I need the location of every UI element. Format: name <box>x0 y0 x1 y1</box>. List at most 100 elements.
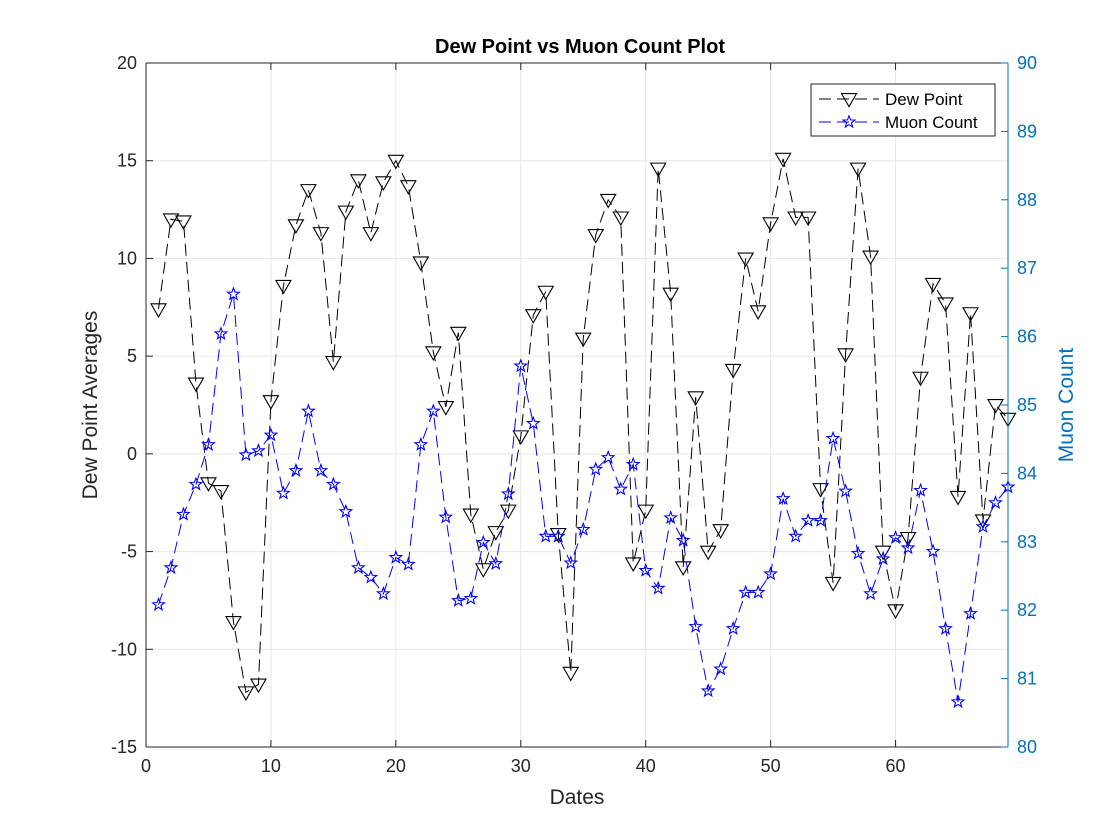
dew-point-marker <box>499 504 517 520</box>
muon-count-marker <box>463 590 479 605</box>
legend: Dew Point Muon Count <box>810 83 996 137</box>
x-tick-label: 20 <box>386 756 406 776</box>
left-y-tick-label: 10 <box>117 248 137 268</box>
plot-area <box>146 63 1008 747</box>
right-y-tick-label: 87 <box>1017 258 1037 278</box>
axes: 0 10 20 30 40 50 60 -15 -10 -5 0 5 10 15 20 80 81 82 83 84 8… <box>111 53 1037 776</box>
muon-count-marker <box>475 534 491 549</box>
x-tick-label: 10 <box>261 756 281 776</box>
dew-point-marker <box>162 213 180 229</box>
muon-count-marker <box>663 510 679 525</box>
muon-count-marker <box>400 556 416 571</box>
dew-point-marker <box>337 205 355 221</box>
dew-point-marker <box>912 371 930 387</box>
dew-point-marker <box>712 524 730 539</box>
right-y-tick-label: 86 <box>1017 327 1037 347</box>
legend-item-dew-point: Dew Point <box>819 90 963 109</box>
muon-count-marker <box>338 503 354 518</box>
dew-point-marker <box>262 395 280 410</box>
dew-point-marker <box>574 332 592 348</box>
dew-point-marker <box>512 430 530 446</box>
dew-point-marker <box>974 514 992 530</box>
dew-point-marker <box>424 346 442 361</box>
dew-point-marker <box>624 557 642 573</box>
dew-point-marker <box>200 477 217 492</box>
muon-count-marker <box>925 543 941 558</box>
muon-count-marker <box>450 592 466 607</box>
muon-count-marker <box>151 596 166 612</box>
muon-count-marker <box>638 562 654 577</box>
left-y-tick-label: -5 <box>121 542 137 562</box>
right-y-tick-label: 84 <box>1017 463 1037 483</box>
dew-point-marker <box>249 678 267 694</box>
left-y-tick-label: -10 <box>111 639 137 659</box>
muon-count-line <box>158 294 1009 702</box>
muon-count-marker <box>226 286 241 301</box>
legend-box <box>810 83 996 137</box>
muon-count-marker <box>963 605 978 620</box>
right-y-axis-label: Muon Count <box>1055 348 1078 463</box>
dew-point-marker <box>449 326 467 342</box>
muon-count-marker <box>913 482 928 497</box>
right-y-tick-label: 90 <box>1017 53 1037 73</box>
dew-point-marker <box>312 227 330 242</box>
muon-count-marker <box>201 436 216 451</box>
dew-point-marker <box>737 252 755 268</box>
dew-point-marker <box>587 229 605 244</box>
muon-count-marker <box>263 427 279 442</box>
dew-point-marker <box>274 279 292 295</box>
x-tick-label: 60 <box>886 756 906 776</box>
muon-count-marker <box>288 462 304 477</box>
right-y-tick-label: 80 <box>1017 737 1037 757</box>
muon-count-marker <box>600 449 616 464</box>
x-tick-label: 40 <box>636 756 656 776</box>
dew-point-marker <box>962 307 979 322</box>
dew-point-marker <box>840 93 858 108</box>
dew-point-marker <box>462 508 480 524</box>
legend-label: Muon Count <box>885 113 978 132</box>
left-y-axis-label: Dew Point Averages <box>79 311 102 500</box>
series-layer <box>150 152 1017 709</box>
dew-point-marker <box>524 309 542 324</box>
dew-point-marker <box>987 399 1004 414</box>
muon-count-marker <box>238 447 254 462</box>
legend-label: Dew Point <box>885 90 963 109</box>
dew-point-marker <box>237 686 255 702</box>
dew-point-marker <box>837 348 855 363</box>
muon-count-marker <box>700 683 716 698</box>
grid <box>146 63 1008 747</box>
dew-point-marker <box>175 215 192 231</box>
dew-point-marker <box>849 162 867 178</box>
dew-point-marker <box>412 256 430 272</box>
muon-count-marker <box>550 528 566 543</box>
right-y-tick-label: 88 <box>1017 190 1037 210</box>
muon-count-marker <box>251 443 266 458</box>
muon-count-marker <box>650 580 666 595</box>
dew-point-marker <box>150 303 167 318</box>
dew-point-marker <box>362 227 380 242</box>
dew-point-marker <box>924 277 942 293</box>
muon-count-marker <box>938 620 953 635</box>
muon-count-marker <box>625 456 641 471</box>
left-y-tick-label: 5 <box>127 346 137 366</box>
dew-point-marker <box>899 531 917 547</box>
muon-count-marker <box>176 506 191 521</box>
dew-point-marker <box>287 219 305 234</box>
muon-count-marker <box>841 114 857 129</box>
muon-count-marker <box>850 545 866 560</box>
dew-point-marker <box>862 250 880 266</box>
muon-count-marker <box>688 618 704 633</box>
dew-point-marker <box>887 604 905 619</box>
dew-point-marker <box>824 576 842 592</box>
dew-point-line <box>157 158 1009 694</box>
dew-point-marker <box>612 211 630 227</box>
muon-count-marker <box>788 528 804 543</box>
dew-point-marker <box>374 176 392 191</box>
dew-point-marker <box>474 563 492 578</box>
muon-count-marker <box>438 509 454 524</box>
right-y-tick-label: 81 <box>1017 669 1037 689</box>
dew-point-marker <box>537 285 555 301</box>
dew-point-marker <box>687 391 705 406</box>
muon-count-marker <box>750 584 766 599</box>
muon-count-marker <box>350 560 366 575</box>
